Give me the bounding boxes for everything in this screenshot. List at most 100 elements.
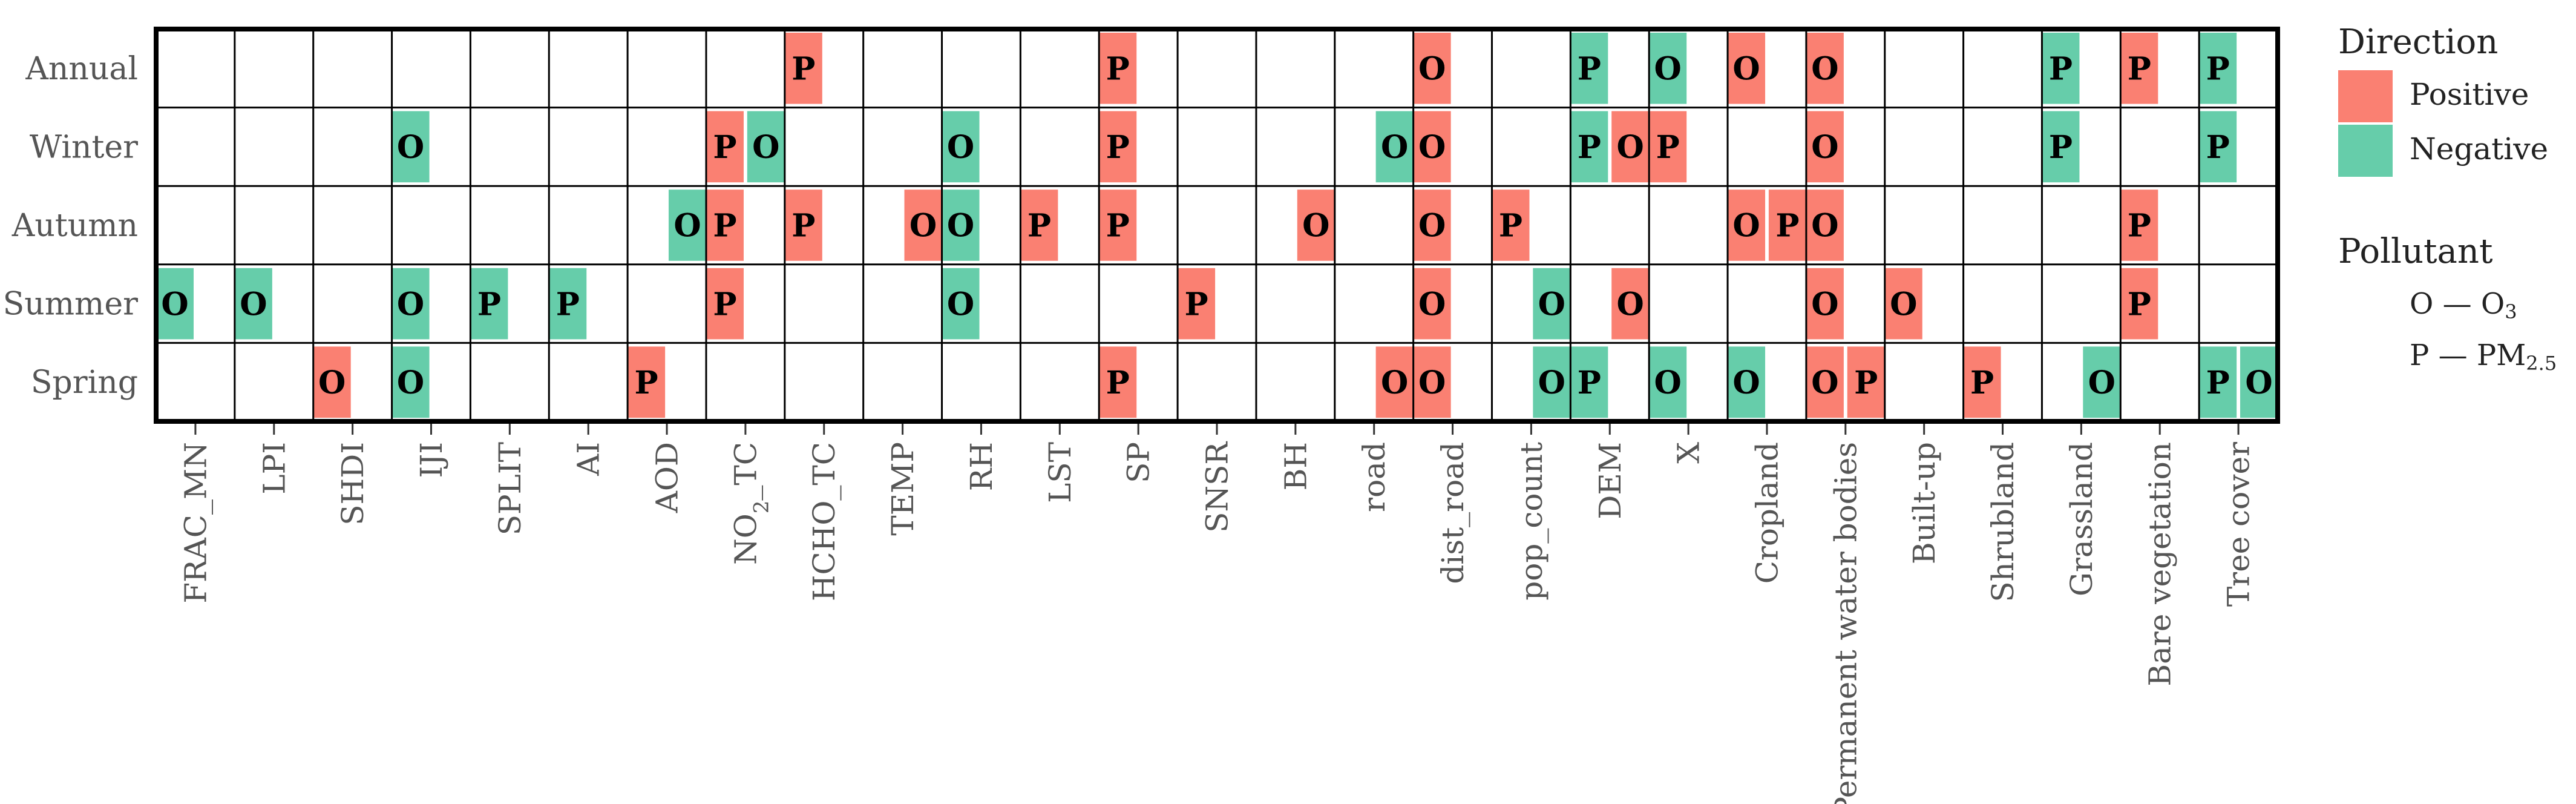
- cell-pollutant-label: P: [477, 286, 501, 323]
- pm25-dash: —: [2438, 338, 2468, 372]
- column-label-built-up: Built-up: [1907, 442, 1942, 564]
- column-label-split: SPLIT: [493, 442, 528, 535]
- cell-mark-summer-pop-count-o: O: [1533, 268, 1571, 340]
- cell-pollutant-label: O: [318, 364, 346, 401]
- cell-fill: [1570, 111, 1608, 183]
- cell-mark-winter-x-p: P: [1649, 111, 1687, 183]
- cell-pollutant-label: O: [1811, 208, 1838, 245]
- cell-pollutant-label: O: [1811, 129, 1838, 166]
- cell-mark-autumn-cropland-p: P: [1768, 189, 1806, 261]
- cell-fill: [2199, 33, 2237, 104]
- row-label-spring: Spring: [31, 364, 138, 401]
- ozone-subscript: 3: [2505, 300, 2517, 323]
- cell-pollutant-label: P: [791, 208, 815, 245]
- column-label-iji: IJI: [414, 442, 449, 478]
- cell-mark-autumn-hcho-tc-p: P: [784, 189, 822, 261]
- cell-mark-spring-cropland-o: O: [1728, 346, 1766, 418]
- cell-pollutant-label: O: [397, 364, 424, 401]
- cell-mark-autumn-lst-p: P: [1020, 189, 1058, 261]
- cell-mark-spring-grassland-o: O: [2083, 346, 2121, 418]
- cell-mark-summer-ai-p: P: [549, 268, 587, 340]
- column-label-ai: AI: [571, 442, 606, 476]
- row-label-annual: Annual: [25, 51, 138, 87]
- cell-fill: [2120, 33, 2158, 104]
- cell-pollutant-label: O: [947, 129, 974, 166]
- cell-fill: [628, 346, 666, 418]
- cell-mark-autumn-temp-o: O: [904, 189, 942, 261]
- cell-mark-spring-shrubland-p: P: [1963, 346, 2001, 418]
- column-label-lst: LST: [1043, 442, 1078, 503]
- cell-fill: [470, 268, 508, 340]
- cell-fill: [1768, 189, 1806, 261]
- cell-pollutant-label: P: [635, 364, 658, 401]
- cell-pollutant-label: P: [1106, 129, 1130, 166]
- cell-mark-spring-x-o: O: [1649, 346, 1687, 418]
- cell-mark-spring-iji-o: O: [392, 346, 430, 418]
- cell-mark-autumn-dist-road-o: O: [1413, 189, 1451, 261]
- cell-pollutant-label: P: [791, 51, 815, 88]
- cell-fill: [706, 268, 744, 340]
- cell-pollutant-label: P: [2049, 51, 2073, 88]
- cell-fill: [1649, 111, 1687, 183]
- cell-fill: [942, 268, 980, 340]
- cell-fill: [1570, 33, 1608, 104]
- cell-mark-summer-snsr-p: P: [1178, 268, 1216, 340]
- column-label-pop-count: pop_count: [1514, 442, 1549, 601]
- cell-fill: [2120, 268, 2158, 340]
- cell-fill: [1413, 268, 1451, 340]
- cell-pollutant-label: O: [2088, 364, 2116, 401]
- cell-fill: [1099, 111, 1137, 183]
- cell-mark-winter-sp-p: P: [1099, 111, 1137, 183]
- cell-mark-winter-tree-cover-p: P: [2199, 111, 2237, 183]
- cell-pollutant-label: O: [1381, 364, 1408, 401]
- cell-pollutant-label: P: [1106, 364, 1130, 401]
- cell-mark-autumn-permanent-water-bodies-o: O: [1806, 189, 1844, 261]
- cell-pollutant-label: P: [1578, 364, 1601, 401]
- cell-pollutant-label: O: [1890, 286, 1917, 323]
- ozone-abbrev: O: [2410, 287, 2434, 321]
- cell-fill: [1806, 111, 1844, 183]
- cell-mark-winter-no2-tc-p: P: [706, 111, 744, 183]
- cell-pollutant-label: O: [1538, 364, 1565, 401]
- row-label-autumn: Autumn: [11, 208, 138, 244]
- cell-mark-spring-dist-road-o: O: [1413, 346, 1451, 418]
- cell-pollutant-label: P: [1185, 286, 1208, 323]
- cell-mark-summer-iji-o: O: [392, 268, 430, 340]
- cell-mark-spring-pop-count-o: O: [1533, 346, 1571, 418]
- cell-mark-summer-no2-tc-p: P: [706, 268, 744, 340]
- cell-mark-summer-lpi-o: O: [234, 268, 272, 340]
- cell-mark-autumn-cropland-o: O: [1728, 189, 1766, 261]
- cell-pollutant-label: P: [713, 208, 736, 245]
- cell-pollutant-label: O: [161, 286, 188, 323]
- column-label-dem: DEM: [1593, 442, 1628, 519]
- pm25-name: PM: [2476, 338, 2526, 372]
- cell-pollutant-label: O: [1617, 129, 1644, 166]
- cell-pollutant-label: O: [1811, 286, 1838, 323]
- cell-mark-spring-shdi-o: O: [313, 346, 351, 418]
- column-label-no2-tc: NO2_TC: [728, 442, 773, 565]
- cell-pollutant-label: P: [2206, 364, 2230, 401]
- heatmap-chart: P P O P O O O P P PO P O O P O O P O P O P PO P P O O P P O O P O P O PO O O…: [3, 27, 2280, 804]
- cell-mark-autumn-bare-vegetation-p: P: [2120, 189, 2158, 261]
- negative-swatch: [2338, 125, 2393, 177]
- cell-fill: [904, 189, 942, 261]
- column-labels: FRAC_MN LPI SHDI IJI SPLIT AI AOD NO2_TC HCHO_TC…: [178, 424, 2256, 804]
- cell-mark-spring-aod-p: P: [628, 346, 666, 418]
- cell-fill: [1806, 33, 1844, 104]
- column-label-dist-road: dist_road: [1435, 442, 1470, 584]
- cell-fill: [942, 189, 980, 261]
- column-label-cropland: Cropland: [1749, 442, 1785, 584]
- cell-fill: [706, 111, 744, 183]
- cell-fill: [1570, 346, 1608, 418]
- cell-pollutant-label: P: [1970, 364, 1994, 401]
- cell-pollutant-label: P: [2128, 208, 2151, 245]
- cell-marks: P P O P O O O P P PO P O O P O O P O P O P PO P P O O P P O O P O P O PO O O…: [156, 33, 2278, 418]
- cell-fill: [549, 268, 587, 340]
- cell-pollutant-label: O: [1732, 364, 1760, 401]
- grid-border: [154, 27, 2280, 424]
- cell-pollutant-label: O: [1811, 51, 1838, 88]
- cell-fill: [1728, 189, 1766, 261]
- cell-mark-winter-dem-o: O: [1611, 111, 1650, 183]
- cell-pollutant-label: P: [1578, 129, 1601, 166]
- grid-lines: [154, 27, 2280, 424]
